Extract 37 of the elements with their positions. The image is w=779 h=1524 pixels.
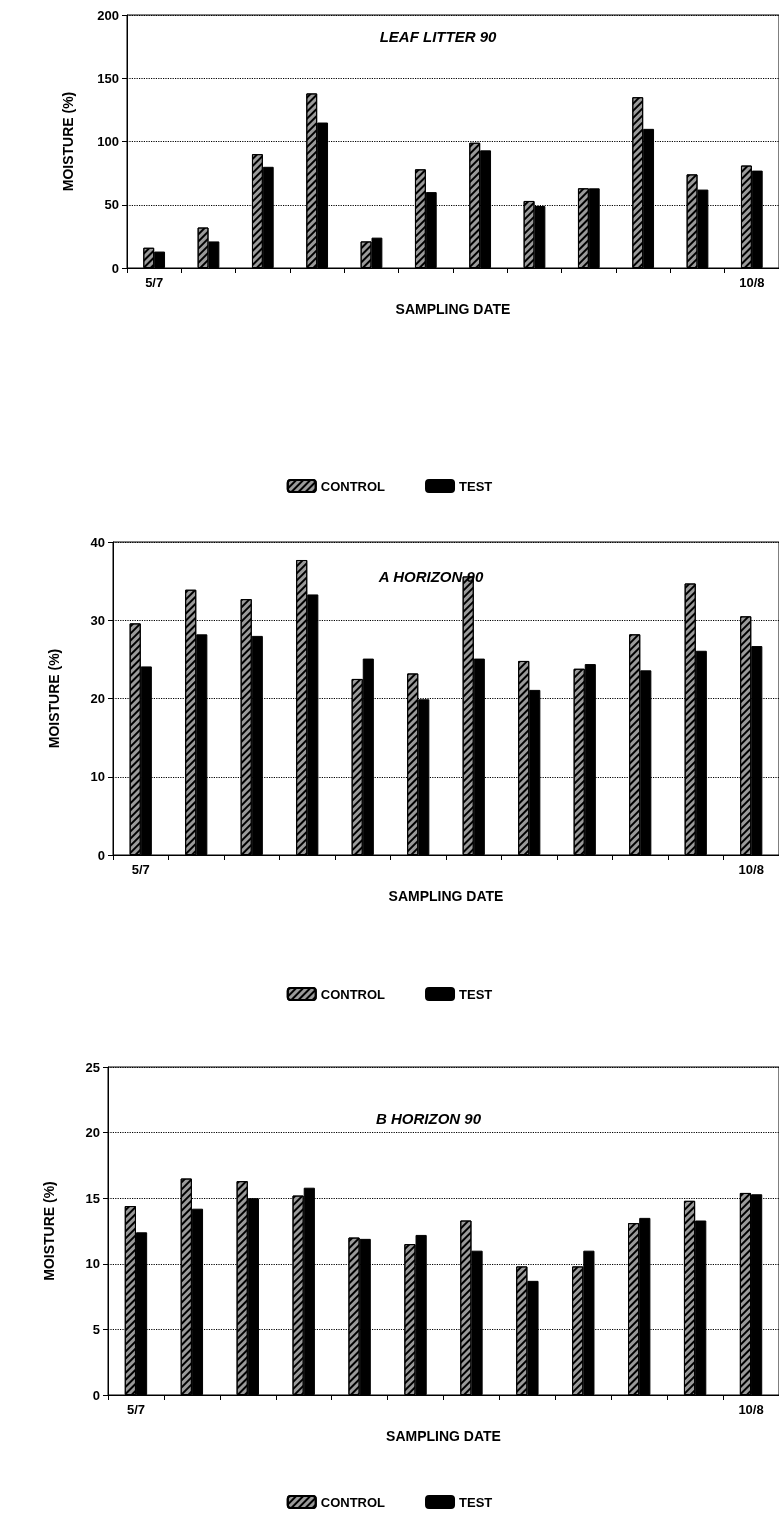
text: LEAF LITTER 90: [379, 28, 497, 45]
legend-label: TEST: [459, 478, 493, 494]
y-tick-label: 50: [104, 197, 119, 213]
y-tick-label: 0: [92, 1387, 100, 1403]
y-tick-label: 10: [85, 1256, 100, 1272]
x-axis-title: SAMPLING DATE: [395, 301, 511, 317]
x-tick-label: 5/7: [145, 275, 164, 290]
y-tick-label: 150: [97, 70, 119, 86]
y-tick-label: 100: [97, 134, 119, 149]
y-tick-label: 30: [90, 612, 105, 628]
y-tick-label: 0: [97, 847, 105, 863]
y-tick-label: 200: [97, 7, 119, 23]
x-tick-label: 5/7: [126, 1402, 145, 1417]
y-tick-label: 10: [90, 769, 105, 785]
y-tick-label: 15: [85, 1190, 100, 1206]
x-axis-title: SAMPLING DATE: [386, 1428, 501, 1444]
legend-label: CONTROL: [320, 986, 386, 1002]
legend-label: CONTROL: [320, 478, 386, 494]
y-axis-title: MOISTURE (%): [41, 1181, 57, 1281]
y-tick-label: 20: [85, 1125, 100, 1141]
y-axis-title: MOISTURE (%): [60, 91, 76, 192]
x-tick-label: 10/8: [739, 275, 765, 290]
y-axis-title: MOISTURE (%): [46, 648, 62, 749]
legend-label: TEST: [459, 986, 493, 1002]
legend-label: TEST: [459, 1494, 493, 1510]
y-tick-label: 25: [85, 1059, 100, 1075]
text: B HORIZON 90: [375, 1110, 482, 1127]
text: A HORIZON 90: [377, 568, 484, 585]
y-tick-label: 5: [92, 1321, 100, 1337]
legend-label: CONTROL: [320, 1494, 386, 1510]
y-tick-label: 40: [90, 534, 105, 550]
x-tick-label: 10/8: [738, 862, 764, 877]
x-axis-title: SAMPLING DATE: [388, 888, 504, 904]
y-tick-label: 20: [90, 691, 105, 706]
x-tick-label: 10/8: [738, 1402, 764, 1417]
x-tick-label: 5/7: [131, 862, 150, 877]
y-tick-label: 0: [111, 260, 119, 276]
